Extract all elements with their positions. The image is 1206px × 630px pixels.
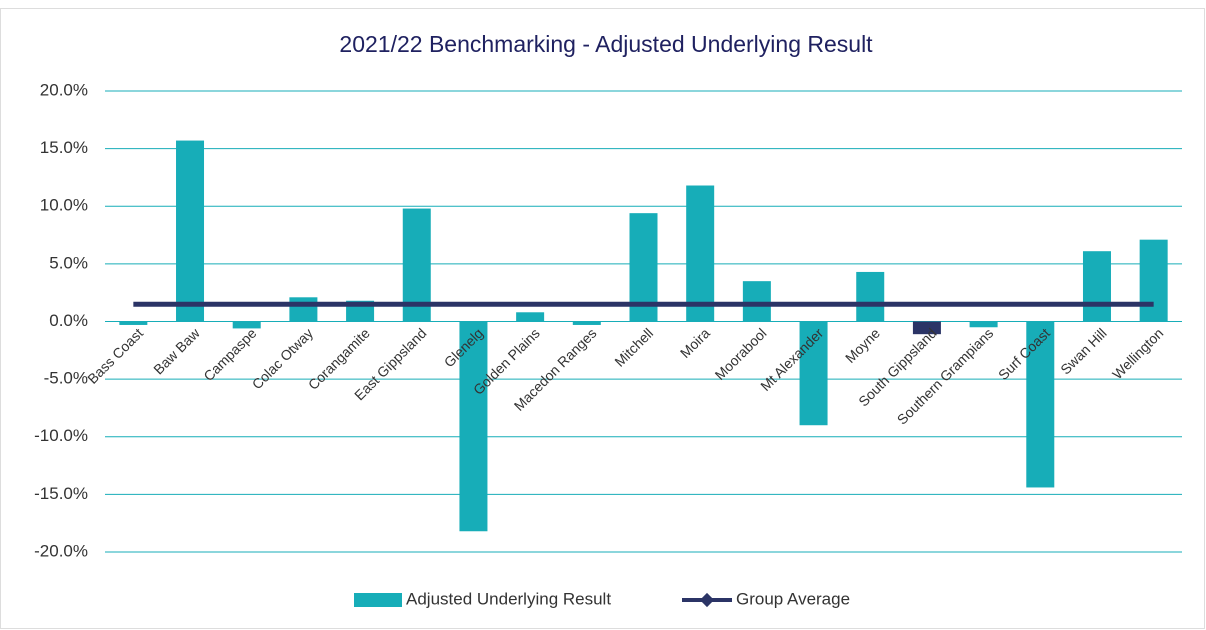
y-tick-label: 15.0%: [40, 138, 88, 157]
y-tick-label: -15.0%: [34, 484, 88, 503]
bar: [459, 321, 488, 532]
bar: [119, 321, 148, 325]
legend-label: Adjusted Underlying Result: [406, 589, 611, 608]
legend-label: Group Average: [736, 589, 850, 608]
y-tick-label: 0.0%: [49, 311, 88, 330]
bar: [969, 321, 998, 328]
legend-swatch: [354, 593, 402, 607]
legend-marker: [699, 592, 715, 608]
bar: [1026, 321, 1055, 488]
bar: [912, 321, 941, 335]
y-tick-label: -5.0%: [44, 369, 88, 388]
y-tick-label: 20.0%: [40, 80, 88, 99]
bar: [289, 297, 318, 322]
bar: [176, 140, 205, 322]
bar: [1082, 251, 1111, 322]
bar: [742, 281, 771, 322]
chart-title: 2021/22 Benchmarking - Adjusted Underlyi…: [339, 31, 873, 57]
bar: [572, 321, 601, 325]
bar: [686, 185, 715, 322]
bar: [799, 321, 828, 426]
y-tick-label: -20.0%: [34, 541, 88, 560]
y-tick-label: -10.0%: [34, 426, 88, 445]
y-tick-label: 5.0%: [49, 253, 88, 272]
bar: [516, 312, 545, 322]
bar: [1139, 239, 1168, 322]
y-tick-label: 10.0%: [40, 196, 88, 215]
bar: [856, 271, 885, 322]
bar: [232, 321, 261, 329]
